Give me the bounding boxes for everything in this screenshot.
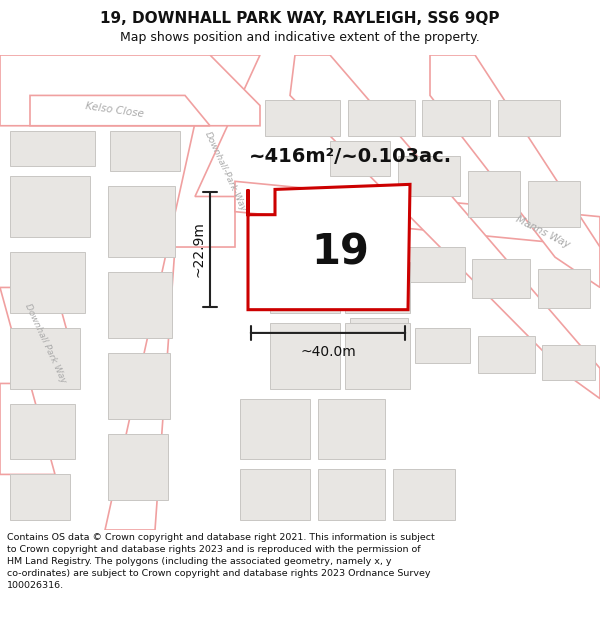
Polygon shape xyxy=(240,399,310,459)
Polygon shape xyxy=(10,252,85,312)
Text: Downhall Park Way: Downhall Park Way xyxy=(23,302,67,384)
Text: ~416m²/~0.103ac.: ~416m²/~0.103ac. xyxy=(248,147,452,166)
Polygon shape xyxy=(10,131,95,166)
Polygon shape xyxy=(108,272,172,338)
Polygon shape xyxy=(0,55,260,126)
Polygon shape xyxy=(318,469,385,520)
Polygon shape xyxy=(10,176,90,237)
Polygon shape xyxy=(108,434,168,499)
Polygon shape xyxy=(235,181,600,247)
Polygon shape xyxy=(330,141,390,176)
Polygon shape xyxy=(350,318,408,353)
Polygon shape xyxy=(398,156,460,196)
Polygon shape xyxy=(265,101,340,136)
Polygon shape xyxy=(468,171,520,217)
Text: Manns Way: Manns Way xyxy=(514,214,572,250)
Polygon shape xyxy=(10,474,70,520)
Text: ~22.9m: ~22.9m xyxy=(191,222,205,278)
Polygon shape xyxy=(542,345,595,381)
Polygon shape xyxy=(240,469,310,520)
Text: Downhall-Park-Way: Downhall-Park-Way xyxy=(202,130,248,212)
Polygon shape xyxy=(0,288,80,378)
Polygon shape xyxy=(393,469,455,520)
Polygon shape xyxy=(290,55,600,399)
Polygon shape xyxy=(110,131,180,171)
Polygon shape xyxy=(528,181,580,227)
Text: Contains OS data © Crown copyright and database right 2021. This information is : Contains OS data © Crown copyright and d… xyxy=(7,533,435,591)
Polygon shape xyxy=(430,55,600,288)
Polygon shape xyxy=(408,247,465,282)
Text: Map shows position and indicative extent of the property.: Map shows position and indicative extent… xyxy=(120,31,480,44)
Text: 19, DOWNHALL PARK WAY, RAYLEIGH, SS6 9QP: 19, DOWNHALL PARK WAY, RAYLEIGH, SS6 9QP xyxy=(100,11,500,26)
Polygon shape xyxy=(340,232,400,268)
Polygon shape xyxy=(270,262,340,312)
Text: ~40.0m: ~40.0m xyxy=(300,345,356,359)
Polygon shape xyxy=(348,101,415,136)
Polygon shape xyxy=(105,55,260,530)
Polygon shape xyxy=(538,269,590,308)
Polygon shape xyxy=(472,259,530,298)
Polygon shape xyxy=(108,186,175,257)
Text: 19: 19 xyxy=(311,231,369,273)
Polygon shape xyxy=(30,96,210,126)
Polygon shape xyxy=(248,184,410,309)
Polygon shape xyxy=(478,336,535,373)
Text: Kelso Close: Kelso Close xyxy=(85,101,145,119)
Polygon shape xyxy=(345,262,410,312)
Polygon shape xyxy=(422,101,490,136)
Polygon shape xyxy=(10,404,75,459)
Polygon shape xyxy=(415,328,470,363)
Polygon shape xyxy=(345,323,410,389)
Polygon shape xyxy=(498,101,560,136)
Polygon shape xyxy=(0,384,55,474)
Polygon shape xyxy=(108,353,170,419)
Polygon shape xyxy=(318,399,385,459)
Polygon shape xyxy=(270,323,340,389)
Polygon shape xyxy=(10,328,80,389)
